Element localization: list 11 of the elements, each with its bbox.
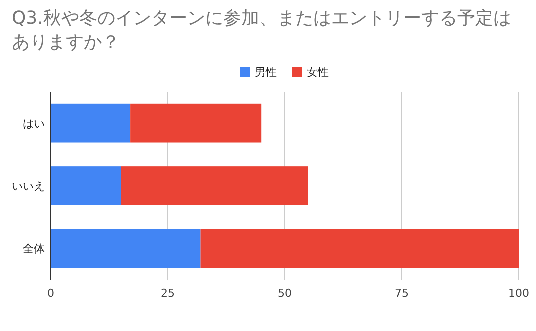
legend-label: 女性: [307, 66, 329, 79]
x-tick-label: 0: [48, 287, 54, 300]
x-tick-label: 100: [508, 287, 530, 300]
title: Q3.秋や冬のインターンに参加、またはエントリーする予定はありますか？: [12, 8, 512, 53]
x-tick-label: 50: [278, 287, 292, 300]
x-tick-label: 75: [395, 287, 409, 300]
y-tick-label: いいえ: [12, 180, 45, 193]
y-tick-label: 全体: [23, 242, 45, 256]
legend-label: 男性: [255, 66, 277, 79]
y-tick-label: はい: [23, 117, 45, 130]
x-tick-label: 25: [161, 287, 175, 300]
